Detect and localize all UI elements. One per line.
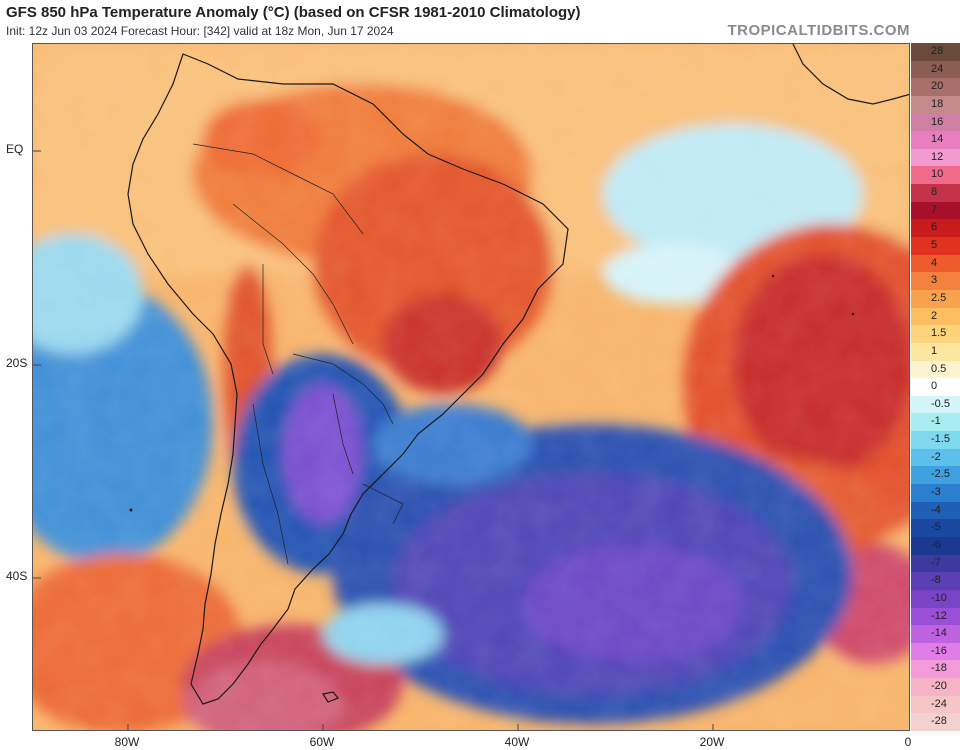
colorbar-level-label: 16 [931,115,944,128]
colorbar-swatch: 24 [911,60,960,79]
colorbar-swatch: 4 [911,254,960,273]
temperature-anomaly-map [32,43,910,731]
colorbar-swatch: -1.5 [911,431,960,449]
colorbar-swatch: 0 [911,378,960,396]
colorbar-level-label: -14 [931,627,947,640]
colorbar-swatch: -24 [911,695,960,714]
colorbar-swatch: -12 [911,607,960,626]
colorbar-level-label: 18 [931,97,944,110]
colorbar-level-label: 2 [931,309,938,322]
colorbar-level-label: -4 [931,503,941,516]
colorbar-level-label: -16 [931,644,947,657]
colorbar-swatch: 6 [911,219,960,238]
colorbar-swatch: 0.5 [911,360,960,379]
colorbar-level-label: 12 [931,150,944,163]
coastlines [127,44,909,705]
colorbar-level-label: 8 [931,186,938,199]
colorbar-swatch: 1.5 [911,325,960,343]
colorbar-level-label: -10 [931,591,947,604]
colorbar-swatch: 2 [911,307,960,326]
colorbar-swatch: -2.5 [911,466,960,485]
colorbar-swatch: 1 [911,342,960,361]
colorbar-level-label: -20 [931,680,947,693]
colorbar-swatch: -4 [911,501,960,520]
colorbar-level-label: -5 [931,521,941,534]
colorbar-level-label: 4 [931,256,938,269]
country-borders [192,143,404,565]
colorbar-level-label: -2 [931,450,941,463]
lat-label-40s: 40S [6,569,28,583]
colorbar-swatch: 8 [911,184,960,202]
colorbar-swatch: -20 [911,678,960,696]
colorbar-swatch: -5 [911,519,960,537]
lon-label-0: 0 [904,735,912,749]
colorbar-swatch: -10 [911,589,960,608]
colorbar-swatch: -16 [911,642,960,661]
colorbar-level-label: -0.5 [931,397,950,410]
colorbar-level-label: 14 [931,133,944,146]
colorbar-level-label: 28 [931,45,944,57]
colorbar-swatch: 10 [911,166,960,185]
colorbar-swatch: 18 [911,95,960,114]
colorbar-swatch: 2.5 [911,289,960,308]
lon-label-60w: 60W [309,735,335,749]
colorbar-level-label: -1.5 [931,433,950,446]
colorbar-level-label: -2.5 [931,468,950,481]
colorbar-level-label: 2.5 [931,291,947,304]
colorbar-swatch: -6 [911,536,960,555]
colorbar-level-label: 1.5 [931,327,947,340]
lon-label-40w: 40W [504,735,530,749]
colorbar-level-label: 1 [931,344,938,357]
colorbar-level-label: 24 [931,62,944,75]
colorbar-level-label: 20 [931,80,944,93]
colorbar-level-label: -7 [931,556,941,569]
colorbar-level-label: -28 [931,715,947,728]
colorbar-level-label: 5 [931,239,938,252]
colorbar-level-label: 10 [931,168,944,181]
lat-label-20s: 20S [6,356,28,370]
colorbar-level-label: 3 [931,274,938,287]
colorbar-level-label: 0.5 [931,362,947,375]
colorbar-level-label: -18 [931,662,947,675]
colorbar-swatch: 5 [911,237,960,255]
colorbar-swatch: 12 [911,148,960,167]
colorbar-swatch: 28 [911,43,960,61]
colorbar-legend: 28 24 20 18 16 14 12 10 8 7 6 5 4 3 2.5 2 1.5 1 0.5 0 -0.5 -1… [911,43,960,731]
colorbar-swatch: 3 [911,272,960,290]
colorbar-level-label: -3 [931,486,941,499]
colorbar-level-label: -1 [931,415,941,428]
graticule [33,150,714,730]
colorbar-swatch: -8 [911,572,960,590]
colorbar-level-label: -8 [931,574,941,587]
colorbar-swatch: -18 [911,660,960,679]
colorbar-swatch: -7 [911,554,960,573]
colorbar-level-label: -6 [931,538,941,551]
colorbar-swatch: 7 [911,201,960,220]
colorbar-level-label: 6 [931,221,938,234]
map-title: GFS 850 hPa Temperature Anomaly (°C) (ba… [6,4,581,21]
colorbar-swatch: 14 [911,131,960,149]
colorbar-swatch: 20 [911,78,960,96]
colorbar-swatch: -14 [911,625,960,643]
lon-label-80w: 80W [114,735,140,749]
map-subtitle: Init: 12z Jun 03 2024 Forecast Hour: [34… [6,24,394,38]
colorbar-swatch: -3 [911,484,960,502]
colorbar-level-label: -24 [931,697,947,710]
lon-label-20w: 20W [699,735,725,749]
colorbar-swatch: -1 [911,413,960,432]
colorbar-swatch: -28 [911,713,960,731]
colorbar-level-label: 7 [931,203,938,216]
colorbar-swatch: -2 [911,448,960,467]
colorbar-level-label: -12 [931,609,947,622]
colorbar-level-label: 0 [931,380,938,393]
colorbar-swatch: 16 [911,113,960,132]
lat-label-eq: EQ [6,142,24,156]
brand-watermark: TROPICALTIDBITS.COM [727,22,910,39]
colorbar-swatch: -0.5 [911,395,960,414]
